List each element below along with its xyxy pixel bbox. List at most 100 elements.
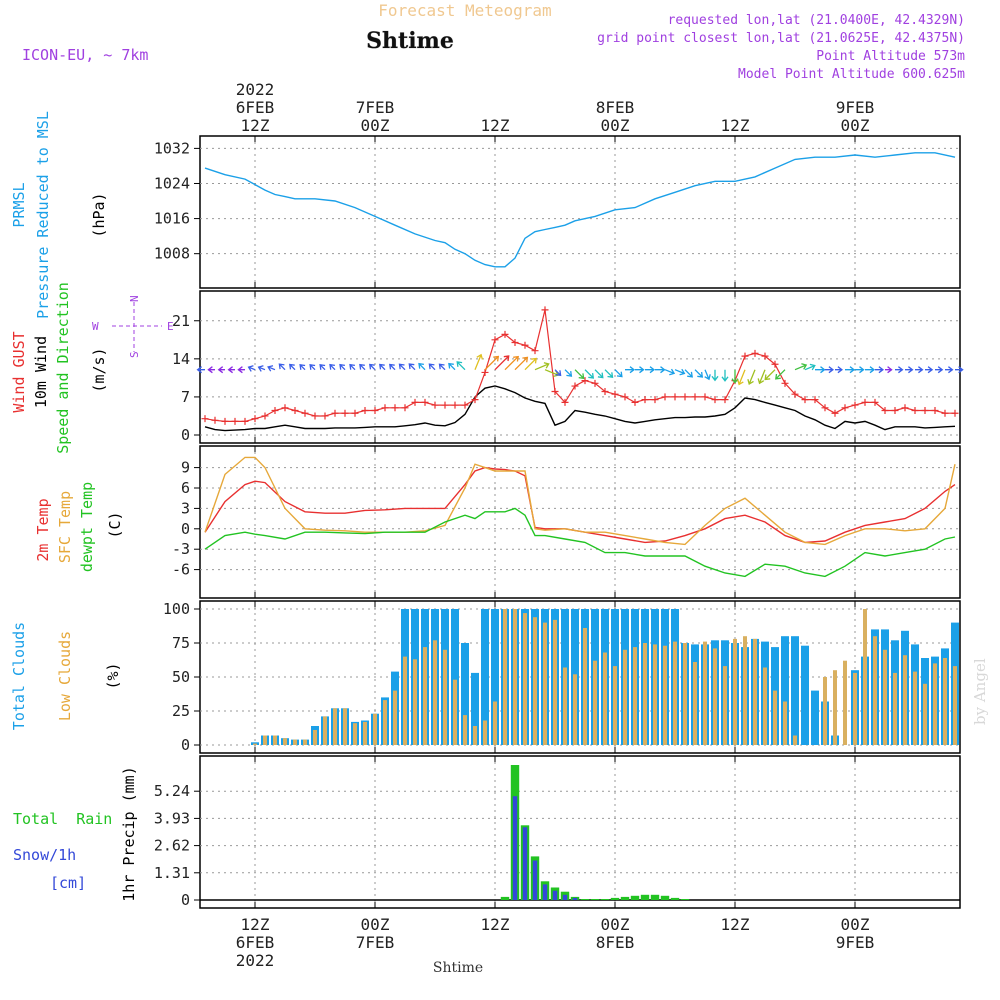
wind-arrow (299, 364, 306, 371)
gust-marker (651, 396, 659, 404)
series-line-prmsl (204, 152, 956, 268)
gust-marker (481, 368, 489, 376)
wind-arrow (635, 366, 645, 374)
compass-rose: W E N S (92, 295, 174, 358)
top-time-label: 00Z (841, 116, 870, 135)
gust-marker (871, 398, 879, 406)
wind-arrow (278, 363, 286, 371)
low-cloud-bar (563, 667, 567, 745)
wind-arrow (955, 366, 964, 374)
low-cloud-bar (703, 641, 707, 745)
total-cloud-bar (801, 645, 809, 745)
gust-marker (561, 398, 569, 406)
gust-marker (761, 352, 769, 360)
wind-arrow (885, 366, 893, 374)
wind-arrow (237, 366, 245, 374)
wind-arrow (484, 355, 500, 371)
low-cloud-bar (453, 679, 457, 745)
dewpt-label: dewpt Temp (78, 482, 96, 572)
y-tick-label-temperature: 3 (181, 499, 190, 517)
wind-arrow (674, 368, 686, 376)
low-cloud-bar (533, 617, 537, 745)
gust-marker (431, 401, 439, 409)
y-tick-label-wind: 0 (181, 426, 190, 444)
low-cloud-bar (953, 666, 957, 745)
low-cloud-bar (933, 663, 937, 745)
low-cloud-bar (583, 628, 587, 745)
wind-arrow (794, 363, 808, 371)
y-tick-label-precipitation: 0 (181, 891, 190, 909)
low-cloud-bar (873, 636, 877, 745)
wind-arrow (865, 366, 876, 374)
wind-arrow (456, 361, 466, 371)
gust-marker (501, 330, 509, 338)
model-label: ICON-EU, ~ 7km (22, 46, 148, 64)
gust-marker (241, 417, 249, 425)
wind-arrow (704, 369, 711, 381)
gust-marker (591, 379, 599, 387)
prmsl-desc-label: Pressure Reduced to MSL (34, 111, 52, 319)
wind-arrow (574, 369, 585, 380)
low-cloud-bar (743, 636, 747, 745)
bottom-time-label: 9FEB (836, 933, 875, 952)
low-cloud-bar (833, 670, 837, 745)
panel-frame-pressure (199, 135, 961, 289)
low-cloud-bar (253, 743, 257, 745)
wind-arrow (267, 365, 276, 372)
y-tick-label-pressure: 1024 (154, 174, 190, 192)
gust-marker (801, 396, 809, 404)
y-tick-label-pressure: 1032 (154, 139, 190, 157)
wind-arrow (494, 355, 510, 371)
low-cloud-bar (883, 649, 887, 745)
low-cloud-bar (793, 735, 797, 745)
low-cloud-bar (923, 683, 927, 745)
wind-arrow (815, 366, 826, 374)
gust-marker (271, 407, 279, 415)
top-time-label: 12Z (721, 116, 750, 135)
wind-arrow (945, 366, 954, 374)
gust-marker (771, 360, 779, 368)
wind-arrow (196, 366, 205, 374)
low-cloud-bar (643, 643, 647, 745)
low-cloud-bar (513, 609, 517, 745)
rain-bar (500, 896, 510, 900)
low-cloud-bar (353, 723, 357, 745)
wind-arrow (614, 369, 623, 378)
wind-arrow (737, 369, 746, 386)
rain-bar (650, 894, 660, 900)
gust-marker (911, 407, 919, 415)
compass-e: E (167, 320, 174, 333)
wind-arrow (389, 363, 396, 371)
gust-marker (331, 409, 339, 417)
gust-marker (841, 404, 849, 412)
gust-marker (711, 396, 719, 404)
low-cloud-bar (633, 647, 637, 745)
low-cloud-bar (373, 713, 377, 745)
series-line-sfc-temp (204, 456, 956, 546)
gust-marker (921, 407, 929, 415)
gust-marker (471, 396, 479, 404)
gust-marker (371, 407, 379, 415)
low-cloud-bar (903, 655, 907, 745)
series-line-wind-gust (204, 309, 955, 422)
wind-arrow (359, 363, 366, 371)
low-cloud-bar (433, 640, 437, 745)
gust-marker (811, 396, 819, 404)
low-cloud-bar (323, 716, 327, 745)
series-line-10m-wind (204, 385, 956, 432)
snow-bar (522, 827, 528, 900)
prmsl-label: PRMSL (10, 182, 28, 227)
gust-marker (881, 407, 889, 415)
top-time-label: 12Z (241, 116, 270, 135)
wind-arrow (227, 366, 235, 374)
wind-arrow (257, 365, 266, 372)
temp-unit: (C) (106, 511, 124, 538)
wind-arrow (684, 369, 693, 378)
panel-frame-temperature (199, 445, 961, 599)
wind-arrow (747, 369, 756, 386)
low-cloud-bar (383, 700, 387, 745)
gust-marker (491, 336, 499, 344)
wind-arrow (594, 369, 604, 379)
y-tick-label-clouds: 75 (172, 634, 190, 652)
wind-arrow (339, 363, 346, 371)
